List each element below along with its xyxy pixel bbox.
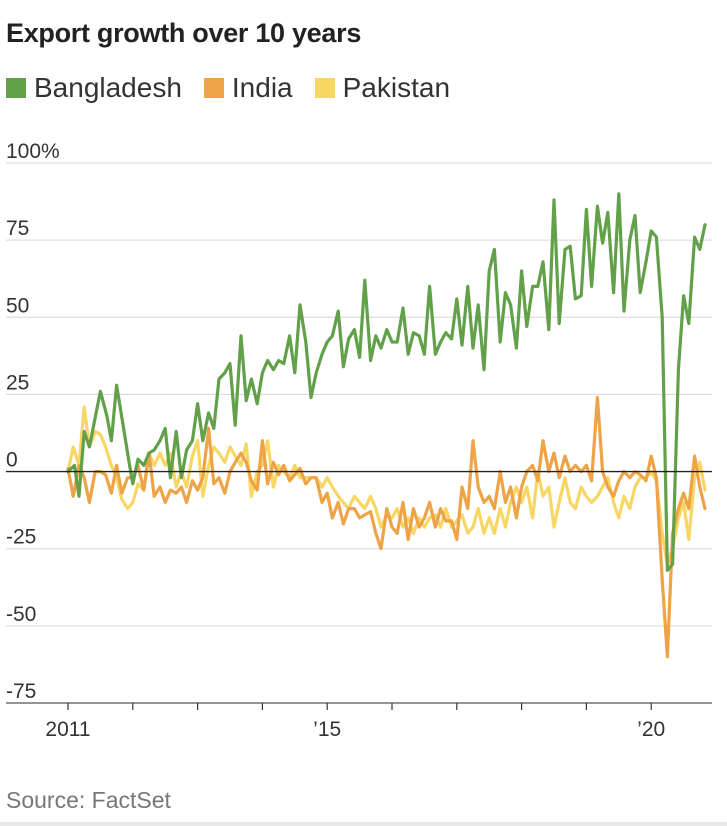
series-line-india bbox=[66, 395, 707, 659]
y-tick-label-6: -50 bbox=[6, 603, 36, 626]
y-tick-label-7: -75 bbox=[6, 680, 36, 703]
legend-item-pakistan: Pakistan bbox=[314, 72, 451, 104]
y-tick-label-5: -25 bbox=[6, 526, 36, 549]
y-tick-label-0: 100% bbox=[6, 140, 60, 163]
series-line-bangladesh bbox=[66, 192, 707, 572]
legend-label-bangladesh: Bangladesh bbox=[34, 72, 182, 103]
y-tick-label-2: 50 bbox=[6, 294, 29, 317]
x-tick-label-4: ’15 bbox=[313, 718, 341, 741]
y-tick-label-3: 25 bbox=[6, 371, 29, 394]
legend: Bangladesh India Pakistan bbox=[6, 72, 472, 104]
legend-swatch-pakistan bbox=[314, 78, 335, 98]
legend-swatch-bangladesh bbox=[6, 78, 26, 98]
bottom-divider bbox=[0, 822, 727, 826]
legend-label-india: India bbox=[231, 72, 293, 103]
x-tick-label-9: ’20 bbox=[637, 718, 665, 741]
y-tick-label-1: 75 bbox=[6, 217, 29, 240]
legend-label-pakistan: Pakistan bbox=[342, 72, 451, 103]
y-tick-label-4: 0 bbox=[6, 449, 18, 472]
x-tick-label-0: 2011 bbox=[45, 718, 90, 741]
legend-item-bangladesh: Bangladesh bbox=[6, 72, 182, 104]
line-chart: 100% 75 50 25 0 -25 -50 -75 2011 ’15 ’20 bbox=[6, 140, 712, 741]
legend-item-india: India bbox=[203, 72, 293, 104]
chart-title: Export growth over 10 years bbox=[6, 18, 362, 48]
legend-swatch-india bbox=[203, 78, 224, 98]
source-note: Source: FactSet bbox=[6, 787, 171, 813]
